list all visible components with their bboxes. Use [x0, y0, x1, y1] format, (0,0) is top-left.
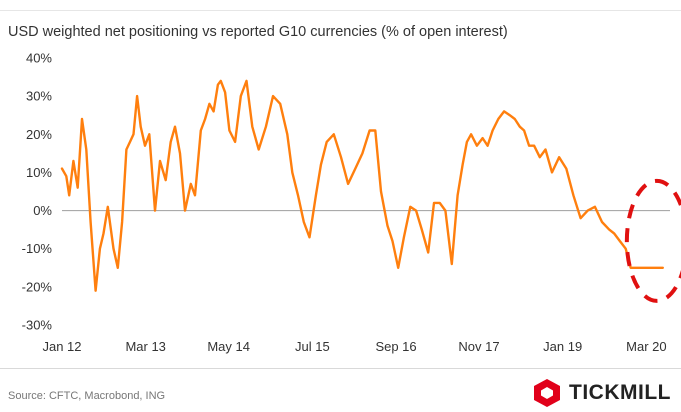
chart-title: USD weighted net positioning vs reported…	[8, 24, 508, 40]
y-tick-label: -30%	[22, 318, 53, 333]
x-tick-label: Nov 17	[458, 339, 499, 354]
brand-name: TICKMILL	[569, 381, 671, 404]
y-tick-label: 30%	[26, 89, 52, 104]
x-tick-label: Jan 19	[543, 339, 582, 354]
source-note: Source: CFTC, Macrobond, ING	[8, 390, 166, 402]
x-tick-label: Mar 13	[125, 339, 165, 354]
y-tick-label: 10%	[26, 165, 52, 180]
y-axis-ticks: 40% 30% 20% 10% 0% -10% -20% -30%	[22, 51, 53, 333]
series-line	[60, 79, 664, 292]
y-tick-label: 0%	[33, 203, 52, 218]
tickmill-logo-icon	[534, 379, 561, 407]
x-tick-label: Sep 16	[375, 339, 416, 354]
bottom-divider	[0, 368, 681, 369]
top-divider	[0, 10, 681, 11]
y-tick-label: -10%	[22, 241, 53, 256]
brand-logo: TICKMILL	[532, 378, 671, 408]
highlight-ellipse	[624, 178, 681, 303]
y-tick-label: 40%	[26, 51, 52, 66]
x-tick-label: Mar 20	[626, 339, 666, 354]
x-tick-label: Jan 12	[42, 339, 81, 354]
x-tick-label: Jul 15	[295, 339, 330, 354]
x-axis-ticks: Jan 12 Mar 13 May 14 Jul 15 Sep 16 Nov 17 Jan …	[42, 339, 666, 354]
y-tick-label: 20%	[26, 127, 52, 142]
x-tick-label: May 14	[207, 339, 250, 354]
y-tick-label: -20%	[22, 279, 53, 294]
